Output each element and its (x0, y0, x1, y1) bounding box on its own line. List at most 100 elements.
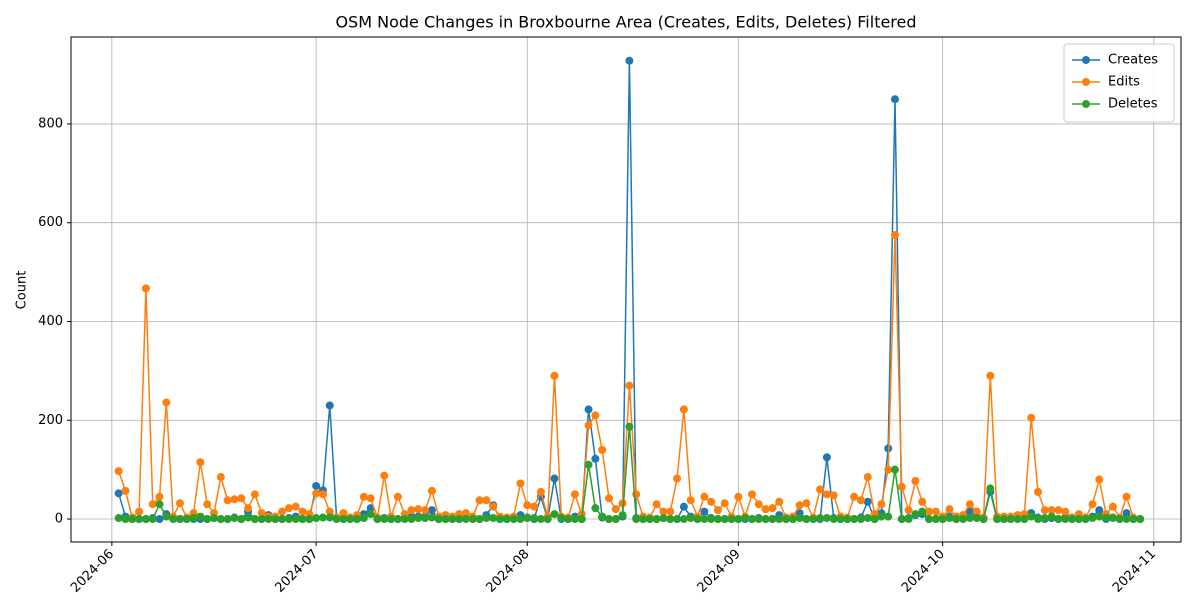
data-point (353, 515, 362, 524)
data-point (931, 515, 940, 524)
data-point (359, 514, 368, 523)
data-point (1013, 515, 1022, 524)
data-point (952, 515, 961, 524)
data-point (557, 514, 566, 523)
data-point (155, 500, 164, 509)
data-point (1088, 514, 1097, 523)
data-point (822, 490, 831, 499)
data-point (884, 465, 893, 474)
data-point (577, 515, 586, 524)
data-point (284, 515, 293, 524)
data-point (1115, 515, 1124, 524)
data-point (986, 371, 995, 380)
data-point (652, 515, 661, 524)
data-point (1047, 506, 1056, 515)
data-point (278, 515, 287, 524)
data-point (863, 514, 872, 523)
data-point (325, 513, 334, 522)
data-point (625, 422, 634, 431)
data-point (414, 514, 423, 523)
data-point (761, 505, 770, 514)
legend-marker (1082, 56, 1090, 64)
data-point (414, 505, 423, 514)
data-point (591, 454, 600, 463)
data-point (1095, 512, 1104, 521)
data-point (788, 515, 797, 524)
data-point (1020, 515, 1029, 524)
data-point (318, 513, 327, 522)
data-point (550, 510, 559, 519)
data-point (965, 500, 974, 509)
data-point (1122, 515, 1131, 524)
data-point (407, 515, 416, 524)
data-point (291, 515, 300, 524)
data-point (366, 494, 375, 503)
data-point (298, 515, 307, 524)
data-point (312, 489, 321, 498)
data-point (434, 515, 443, 524)
data-point (877, 512, 886, 521)
data-point (550, 371, 559, 380)
data-point (993, 515, 1002, 524)
y-tick-label: 600 (38, 215, 63, 230)
data-point (625, 381, 634, 390)
data-point (1122, 492, 1131, 501)
legend: Creates Edits Deletes (1063, 43, 1175, 123)
data-point (843, 515, 852, 524)
data-point (325, 401, 334, 410)
data-point (427, 513, 436, 522)
data-point (162, 512, 171, 521)
data-point (700, 515, 709, 524)
data-point (632, 490, 641, 499)
data-point (918, 497, 927, 506)
data-point (598, 445, 607, 454)
data-point (850, 492, 859, 501)
data-point (1006, 515, 1015, 524)
data-point (720, 499, 729, 508)
data-point (720, 515, 729, 524)
data-point (298, 507, 307, 516)
data-point (713, 506, 722, 515)
data-point (925, 515, 934, 524)
data-point (162, 398, 171, 407)
data-point (271, 515, 280, 524)
data-point (1033, 515, 1042, 524)
data-point (407, 506, 416, 515)
data-point (196, 512, 205, 521)
data-point (244, 504, 253, 513)
data-point (155, 515, 164, 524)
data-point (686, 514, 695, 523)
data-point (1027, 413, 1036, 422)
data-point (312, 481, 321, 490)
data-point (332, 515, 341, 524)
data-point (203, 515, 212, 524)
data-point (244, 513, 253, 522)
data-point (1088, 500, 1097, 509)
data-point (427, 506, 436, 515)
data-point (639, 515, 648, 524)
data-point (591, 504, 600, 513)
data-point (516, 479, 525, 488)
data-point (945, 505, 954, 514)
data-point (1068, 515, 1077, 524)
y-tick-label: 800 (38, 116, 63, 131)
data-point (598, 512, 607, 521)
data-point (897, 482, 906, 491)
data-point (999, 515, 1008, 524)
data-point (393, 515, 402, 524)
data-point (175, 499, 184, 508)
data-point (1102, 514, 1111, 523)
data-point (305, 515, 314, 524)
data-point (475, 496, 484, 505)
data-point (427, 486, 436, 495)
data-point (925, 507, 934, 516)
data-point (911, 477, 920, 486)
data-point (890, 95, 899, 104)
data-point (128, 515, 137, 524)
data-point (795, 514, 804, 523)
data-point (904, 515, 913, 524)
data-point (182, 515, 191, 524)
data-point (802, 515, 811, 524)
